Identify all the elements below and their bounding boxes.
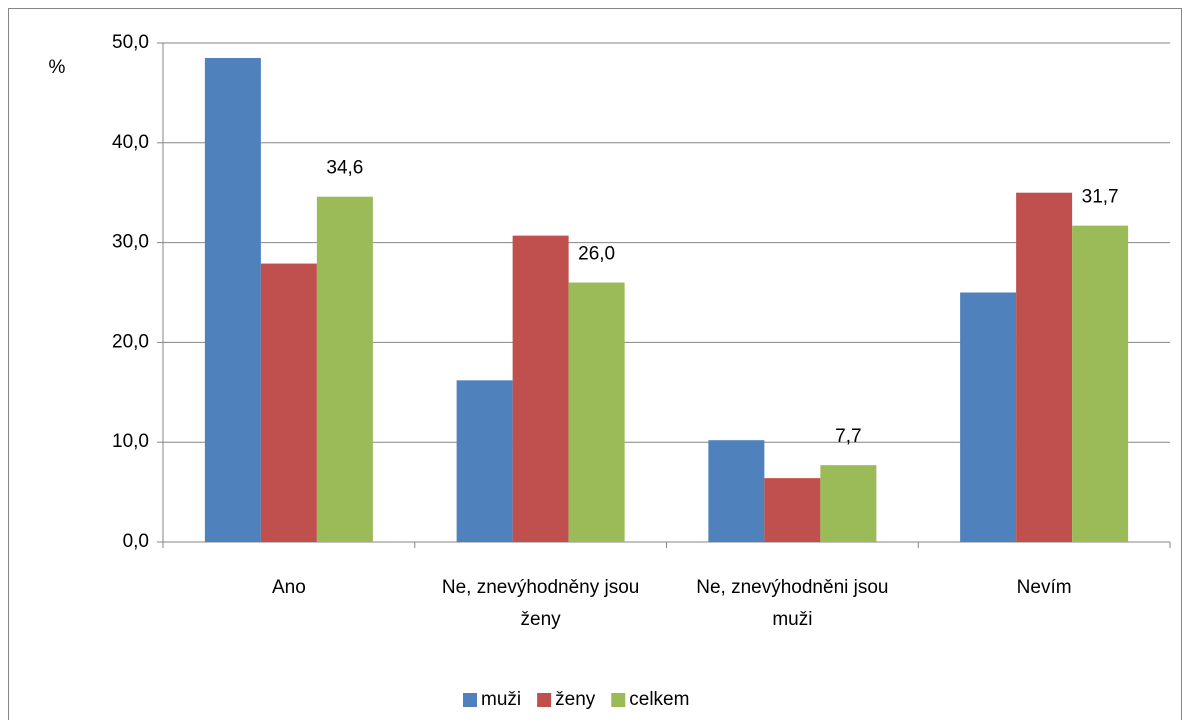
bar xyxy=(1016,192,1073,542)
y-tick-label: 40,0 xyxy=(112,132,149,153)
bar xyxy=(512,235,569,542)
x-tick-label: Ano xyxy=(271,577,306,598)
legend-label: ženy xyxy=(555,689,596,710)
data-label: 31,7 xyxy=(1082,187,1119,208)
y-tick-label: 10,0 xyxy=(112,431,149,452)
bar xyxy=(820,465,877,542)
legend-swatch xyxy=(611,693,626,707)
legend-swatch xyxy=(537,693,552,707)
y-unit: % xyxy=(49,57,66,78)
y-tick-label: 30,0 xyxy=(112,232,149,253)
bar xyxy=(204,57,261,542)
bar xyxy=(708,440,765,542)
data-label: 7,7 xyxy=(835,426,861,447)
x-tick-label: Ne, znevýhodněni jsou muži xyxy=(696,577,889,630)
bar xyxy=(260,263,317,542)
y-tick-label: 0,0 xyxy=(123,531,149,552)
x-tick-label: Ne, znevýhodněny jsou ženy xyxy=(441,577,640,630)
bar xyxy=(568,282,625,542)
y-tick-label: 20,0 xyxy=(112,331,149,352)
bar xyxy=(764,478,821,542)
legend-label: celkem xyxy=(629,689,689,710)
legend-swatch xyxy=(463,693,477,707)
x-tick-label: Nevím xyxy=(1016,577,1072,598)
bar xyxy=(1072,225,1129,542)
data-label: 26,0 xyxy=(578,244,615,265)
bar xyxy=(456,380,513,542)
data-label: 34,6 xyxy=(326,158,363,179)
legend-label: muži xyxy=(481,689,521,710)
bar xyxy=(316,196,373,542)
y-tick-label: 50,0 xyxy=(112,32,149,53)
bar xyxy=(960,292,1017,542)
chart-frame xyxy=(8,8,1182,720)
